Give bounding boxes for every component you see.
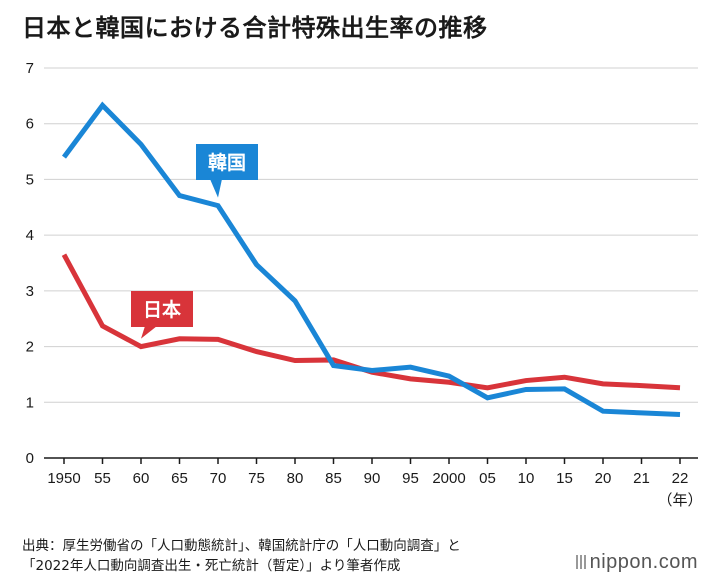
source-note: 出典：厚生労働省の「人口動態統計」、韓国統計庁の「人口動向調査」と 「2022年… [22, 536, 461, 576]
x-tick-label: 65 [171, 470, 188, 487]
x-tick-label: 15 [556, 470, 573, 487]
logo-text: nippon.com [589, 551, 698, 573]
x-tick-label: 1950 [47, 470, 80, 487]
y-tick-label: 3 [26, 283, 34, 300]
korea-callout-box [196, 144, 258, 180]
source-line-1: 出典：厚生労働省の「人口動態統計」、韓国統計庁の「人口動向調査」と [22, 538, 461, 554]
x-tick-label: 21 [633, 470, 650, 487]
japan-callout-tail [141, 326, 157, 339]
x-tick-label: 20 [595, 470, 612, 487]
nippon-logo: nippon.com [575, 551, 698, 574]
x-axis-unit-label: （年） [657, 492, 702, 509]
japan-callout-box [131, 291, 193, 327]
korea-callout-label: 韓国 [208, 151, 246, 174]
x-tick-label: 10 [518, 470, 535, 487]
y-tick-label: 1 [26, 394, 34, 411]
x-tick-label: 85 [325, 470, 342, 487]
x-tick-label: 70 [210, 470, 227, 487]
y-tick-label: 7 [26, 60, 34, 77]
logo-bars-icon [575, 555, 586, 569]
x-tick-label: 80 [287, 470, 304, 487]
x-tick-label: 55 [94, 470, 111, 487]
y-tick-label: 2 [26, 339, 34, 356]
x-tick-label: 05 [479, 470, 496, 487]
y-tick-label: 0 [26, 450, 34, 467]
y-tick-label: 6 [26, 116, 34, 133]
y-tick-label: 5 [26, 171, 34, 188]
y-tick-label: 4 [26, 227, 34, 244]
x-tick-label: 95 [402, 470, 419, 487]
source-line-2: 「2022年人口動向調査出生・死亡統計（暫定）」より筆者作成 [22, 558, 401, 574]
x-tick-label: 22 [672, 470, 689, 487]
x-tick-label: 90 [364, 470, 381, 487]
x-tick-label: 60 [133, 470, 150, 487]
korea-callout-tail [210, 179, 222, 198]
x-tick-label: 2000 [432, 470, 465, 487]
japan-callout-label: 日本 [143, 298, 181, 321]
x-tick-label: 75 [248, 470, 265, 487]
chart-title: 日本と韓国における合計特殊出生率の推移 [22, 14, 488, 42]
series-line-korea [61, 101, 681, 418]
